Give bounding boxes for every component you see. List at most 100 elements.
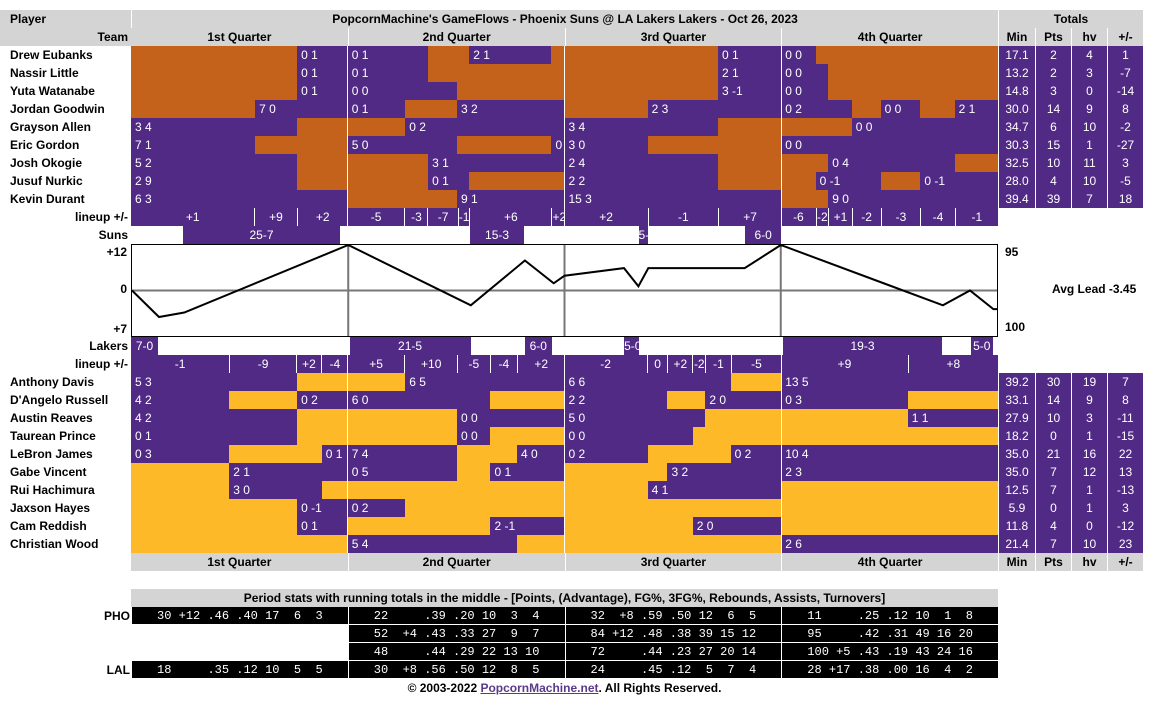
quarter-divider [347,136,349,154]
lineup-segment: -2 [692,355,706,373]
stint-segment: 0 1 [297,46,348,64]
stats-row: 48 .44 .29 22 13 10 72 .44 .23 27 20 14 10… [0,643,1153,661]
player-name[interactable]: Yuta Watanabe [10,84,95,98]
player-row: Jaxson Hayes 0 -1 0 2 5.9 0 1 3 [0,499,1153,517]
total-pts: 0 [1035,499,1071,517]
stint-segment: 0 2 [781,100,852,118]
quarter-divider [347,463,349,481]
player-name[interactable]: Eric Gordon [10,138,80,152]
stint-segment: 0 1 [347,46,429,64]
stint-segment: 6 6 [564,373,731,391]
totals-col-Min: Min [998,553,1035,571]
total-hv: 3 [1071,64,1107,82]
player-name[interactable]: Grayson Allen [10,120,91,134]
player-name[interactable]: Josh Okogie [10,156,83,170]
total-pts: 15 [1035,136,1071,154]
player-name[interactable]: D'Angelo Russell [10,393,109,407]
player-totals: 35.0 21 16 22 [998,445,1143,463]
lineup-segment: +2 [667,355,693,373]
total-min: 11.8 [998,517,1035,535]
player-row: Kevin Durant 6 3 9 1 15 3 9 0 39.4 39 7 18 [0,190,1153,208]
stats-cell: 30 +12 .46 .40 17 6 3 [131,607,348,625]
total-hv: 1 [1071,136,1107,154]
stint-segment: 0 5 [347,463,458,481]
stint-segment: 0 0 [781,82,829,100]
scoring-run: 15-3 [470,226,525,244]
lineup-segment: -1 [457,208,470,226]
quarter-divider [347,100,349,118]
player-name[interactable]: Jusuf Nurkic [10,174,83,188]
totals-col-Pts: Pts [1035,553,1071,571]
stint-segment: 1 1 [907,409,998,427]
stats-cell: 100 +5 .43 .19 43 24 16 [781,643,998,661]
quarter-divider [780,208,782,226]
stats-team-label: PHO [103,609,130,623]
player-name[interactable]: Kevin Durant [10,192,85,206]
stint-segment: 15 3 [564,190,782,208]
player-name[interactable]: Anthony Davis [10,375,95,389]
quarter-divider [564,445,565,463]
player-name[interactable]: Drew Eubanks [10,48,93,62]
stats-cell: 18 .35 .12 10 5 5 [131,661,348,679]
stint-segment: 0 1 [347,100,406,118]
stint-segment: 2 1 [718,64,782,82]
player-name[interactable]: Rui Hachimura [10,483,95,497]
total-pts: 30 [1035,373,1071,391]
player-name[interactable]: Taurean Prince [10,429,96,443]
stats-cell [131,643,348,661]
lineup-segment: +2 [551,208,565,226]
stats-row: 52 +4 .43 .33 27 9 7 84 +12 .48 .38 39 15… [0,625,1153,643]
copyright: © 2003-2022 PopcornMachine.net. All Righ… [0,681,1129,695]
player-name[interactable]: Austin Reaves [10,411,93,425]
quarter-divider [780,82,782,100]
player-name[interactable]: Christian Wood [10,537,99,551]
totals-col-Pts: Pts [1035,28,1071,46]
popcornmachine-link[interactable]: PopcornMachine.net [480,681,599,695]
quarter-divider [780,463,782,481]
lineup-segment: -5 [730,355,782,373]
total-plusminus: 1 [1107,46,1143,64]
lineup-segment: -1 [705,355,731,373]
quarter-divider [564,481,565,499]
lineup-segment: +2 [295,355,321,373]
quarter-divider [347,118,349,136]
stats-cell: 24 .45 .12 5 7 4 [564,661,782,679]
player-name[interactable]: Gabe Vincent [10,465,87,479]
stint-segment: 5 4 [347,535,517,553]
totals-col-hv: hv [1071,28,1107,46]
stint-segment: 6 0 [347,391,491,409]
quarter-divider [564,535,565,553]
y-label-bottom: +7 [113,322,127,336]
total-min: 33.1 [998,391,1035,409]
player-name[interactable]: Nassir Little [10,66,79,80]
stint-segment: 3 0 [564,136,648,154]
player-name[interactable]: Cam Reddish [10,519,87,533]
lineup-segment: +1 [828,208,852,226]
lakers-lineup-row: lineup +/- -1 -9 +2 -4 +5 +10 -5 -4 +2 -2 0 +2 -2 -1 -5… [0,355,1153,373]
stats-cell: 30 +8 .56 .50 12 8 5 [347,661,565,679]
total-min: 34.7 [998,118,1035,136]
quarter-divider [347,373,349,391]
quarter-divider [347,445,349,463]
total-pts: 7 [1035,535,1071,553]
quarter-divider [564,190,565,208]
player-name[interactable]: Jaxson Hayes [10,501,91,515]
total-hv: 1 [1071,427,1107,445]
total-pts: 10 [1035,409,1071,427]
total-pts: 3 [1035,82,1071,100]
player-name[interactable]: LeBron James [10,447,93,461]
stats-cell: 32 +8 .59 .50 12 6 5 [564,607,782,625]
lead-chart-svg [132,245,997,336]
total-hv: 12 [1071,463,1107,481]
player-name[interactable]: Jordan Goodwin [10,102,105,116]
suns-final-score: 95 [1005,245,1019,259]
stint-segment: 4 0 [516,445,565,463]
lineup-segment: +9 [781,355,908,373]
player-totals: 30.3 15 1 -27 [998,136,1143,154]
scoring-runs: 7-0 21-5 6-0 5-0 19-3 5-0 [131,337,998,355]
total-plusminus: 13 [1107,463,1143,481]
quarter-header: 2nd Quarter [347,28,565,46]
